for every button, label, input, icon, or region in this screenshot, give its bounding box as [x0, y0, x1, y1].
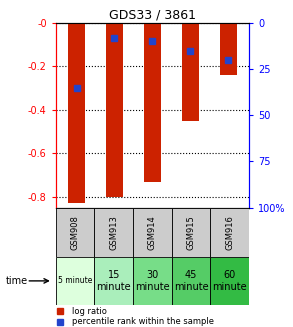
Text: GSM914: GSM914	[148, 215, 157, 250]
Bar	[182, 23, 199, 121]
Bar	[220, 23, 237, 75]
Bar	[172, 257, 210, 305]
Bar	[210, 257, 249, 305]
Text: 60
minute: 60 minute	[212, 270, 247, 292]
Text: 5 minute: 5 minute	[58, 276, 92, 285]
Bar	[68, 23, 85, 203]
Text: 15
minute: 15 minute	[96, 270, 131, 292]
Text: 45
minute: 45 minute	[174, 270, 208, 292]
Text: time: time	[6, 276, 28, 286]
Text: 30
minute: 30 minute	[135, 270, 170, 292]
Text: GSM915: GSM915	[187, 215, 195, 250]
Bar	[133, 257, 172, 305]
Text: log ratio: log ratio	[72, 306, 107, 316]
Text: percentile rank within the sample: percentile rank within the sample	[72, 317, 214, 326]
Bar	[210, 208, 249, 257]
Text: GSM916: GSM916	[225, 215, 234, 250]
Text: GSM908: GSM908	[71, 215, 79, 250]
Bar	[172, 208, 210, 257]
Bar	[56, 208, 94, 257]
Bar	[94, 257, 133, 305]
Bar	[133, 208, 172, 257]
Bar	[144, 23, 161, 181]
Title: GDS33 / 3861: GDS33 / 3861	[109, 9, 196, 22]
Bar	[106, 23, 123, 197]
Bar	[94, 208, 133, 257]
Bar	[56, 257, 94, 305]
Text: GSM913: GSM913	[109, 215, 118, 250]
